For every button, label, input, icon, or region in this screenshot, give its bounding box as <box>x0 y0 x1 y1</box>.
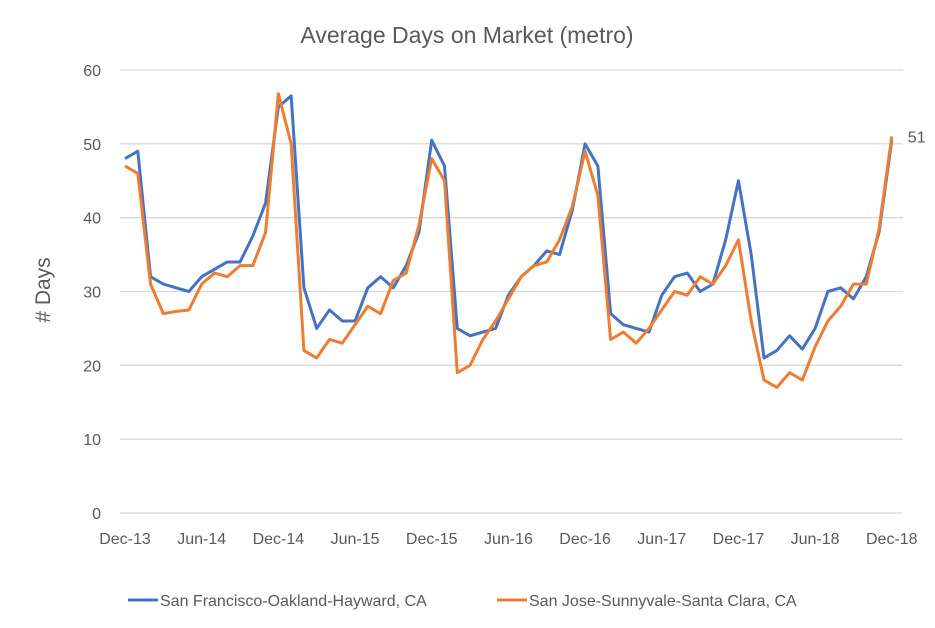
x-tick-label: Dec-16 <box>559 531 611 548</box>
y-tick-label: 50 <box>83 137 101 154</box>
x-tick-label: Dec-17 <box>713 531 765 548</box>
y-tick-label: 60 <box>83 63 101 80</box>
y-tick-label: 0 <box>92 506 101 523</box>
x-tick-label: Jun-18 <box>791 531 840 548</box>
series-line-san-jose <box>124 92 894 389</box>
x-tick-label: Dec-18 <box>866 531 918 548</box>
x-tick-label: Jun-14 <box>177 531 226 548</box>
y-tick-label: 40 <box>83 211 101 228</box>
chart-title: Average Days on Market (metro) <box>300 22 633 48</box>
x-tick-label: Jun-16 <box>484 531 533 548</box>
y-tick-label: 10 <box>83 432 101 449</box>
x-tick-label: Jun-17 <box>637 531 686 548</box>
y-tick-label: 30 <box>83 285 101 302</box>
y-axis-label: # Days <box>32 257 55 322</box>
legend-label: San Francisco-Oakland-Hayward, CA <box>160 593 427 610</box>
legend-label: San Jose-Sunnyvale-Santa Clara, CA <box>529 593 797 610</box>
series-line-san-francisco <box>124 94 894 360</box>
x-tick-label: Dec-13 <box>99 531 151 548</box>
data-label: 51 <box>908 129 926 146</box>
y-tick-label: 20 <box>83 358 101 375</box>
x-tick-label: Jun-15 <box>331 531 380 548</box>
x-tick-label: Dec-15 <box>406 531 458 548</box>
x-tick-label: Dec-14 <box>253 531 305 548</box>
